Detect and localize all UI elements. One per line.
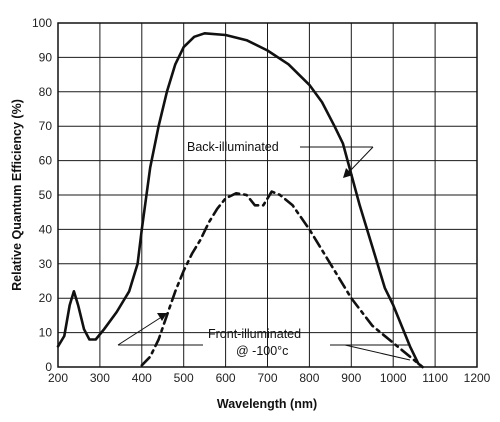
gridlines (57, 22, 478, 368)
plot-frame (57, 22, 478, 368)
x-tick-label: 900 (341, 371, 361, 385)
x-axis-label: Wavelength (nm) (217, 397, 317, 411)
y-tick-label: 0 (45, 360, 52, 374)
x-tick-label: 400 (132, 371, 152, 385)
x-tick-label: 800 (299, 371, 319, 385)
y-tick-label: 100 (32, 16, 52, 30)
x-tick-label: 1100 (422, 371, 448, 385)
y-tick-label: 30 (39, 257, 53, 271)
annotation-front-arrow-line-right (344, 344, 411, 361)
annotation-front-arrow-line (117, 317, 161, 346)
annotation-back-arrow-line (348, 146, 374, 173)
x-tick-label: 1000 (380, 371, 407, 385)
y-tick-label: 20 (39, 291, 53, 305)
x-tick-label: 600 (216, 371, 236, 385)
annotation-front-arrowhead (157, 313, 167, 321)
tick-labels: 200 300 400 500 600 700 800 900 1000 1100 1200 0 10 2… (32, 16, 491, 385)
series-line-back-illuminated (56, 31, 424, 369)
y-tick-label: 70 (39, 119, 53, 133)
annotation-front-sublabel: @ -100°c (236, 344, 288, 358)
annotation-front-illuminated: Front-illuminated @ -100°c (117, 313, 411, 361)
y-tick-label: 60 (39, 154, 53, 168)
x-tick-label: 700 (257, 371, 277, 385)
y-axis-label: Relative Quantum Efficiency (%) (10, 99, 24, 291)
annotation-back-arrowhead (343, 168, 353, 178)
annotation-front-label: Front-illuminated (208, 327, 301, 341)
annotation-back-label: Back-illuminated (187, 140, 279, 154)
y-tick-label: 10 (39, 326, 53, 340)
y-tick-label: 80 (39, 85, 53, 99)
x-tick-label: 1200 (464, 371, 491, 385)
y-tick-label: 40 (39, 222, 53, 236)
annotation-back-illuminated: Back-illuminated (187, 140, 374, 178)
x-tick-label: 200 (48, 371, 68, 385)
series-line-front-illuminated (140, 190, 424, 369)
series-lines (56, 31, 424, 369)
y-tick-label: 90 (39, 50, 53, 64)
x-tick-label: 300 (90, 371, 110, 385)
y-tick-label: 50 (39, 188, 53, 202)
x-tick-label: 500 (174, 371, 194, 385)
